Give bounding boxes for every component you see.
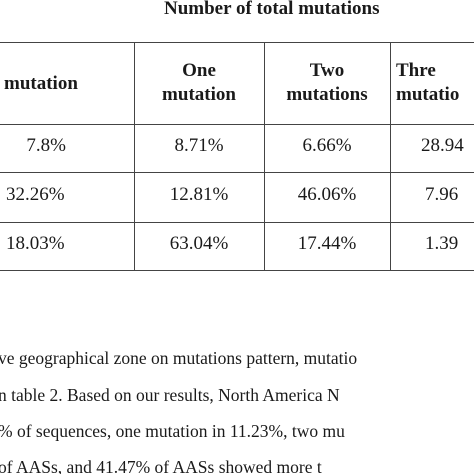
header-two-mutations-line2: mutations	[286, 84, 368, 105]
table-cell: 7.8%	[0, 135, 134, 157]
table-cell: 17.44%	[297, 233, 357, 254]
table-cell: 1.39	[425, 233, 459, 254]
body-paragraph: ve geographical zone on mutations patter…	[0, 288, 474, 474]
table-rule-bottom	[0, 270, 474, 271]
table-rule-top	[0, 42, 474, 43]
header-three-mutations-line1: Thre	[396, 60, 436, 81]
table-col-divider-3	[390, 42, 391, 270]
paragraph-line: ve geographical zone on mutations patter…	[0, 348, 358, 368]
header-no-mutation: mutation	[4, 72, 78, 96]
paragraph-line: n table 2. Based on our results, North A…	[0, 385, 340, 405]
header-one-mutation-line1: One	[182, 60, 216, 81]
row1-col1-value: 7.8%	[26, 135, 66, 156]
header-three-mutations-line2: mutatio	[396, 84, 460, 105]
table-cell: 18.03%	[6, 233, 65, 254]
header-two-mutations-line1: Two	[309, 60, 345, 81]
table-cell: 8.71%	[174, 135, 224, 156]
header-no-mutation-line: mutation	[4, 73, 78, 94]
header-one-mutation-line2: mutation	[162, 84, 236, 105]
mutations-table: mutation One mutation Two mutations Thre…	[0, 42, 474, 271]
table-cell: 32.26%	[6, 184, 65, 205]
header-three-mutations: Thre mutatio	[396, 59, 459, 107]
table-col-divider-1	[134, 42, 135, 270]
table-cell: 63.04%	[169, 233, 229, 254]
table-title: Number of total mutations	[164, 0, 380, 19]
table-cell: 12.81%	[169, 184, 229, 205]
table-rule-row1	[0, 172, 474, 173]
table-rule-row2	[0, 222, 474, 223]
table-cell: 6.66%	[302, 135, 352, 156]
table-cell: 7.96	[425, 184, 459, 205]
header-two-mutations: Two mutations	[264, 59, 390, 107]
paragraph-line: % of sequences, one mutation in 11.23%, …	[0, 421, 345, 441]
table-col-divider-2	[264, 42, 265, 270]
header-one-mutation: One mutation	[134, 59, 264, 107]
table-rule-header	[0, 124, 474, 125]
table-cell: 46.06%	[297, 184, 357, 205]
table-cell: 28.94	[421, 135, 464, 156]
paragraph-line: of AASs, and 41.47% of AASs showed more …	[0, 457, 322, 474]
